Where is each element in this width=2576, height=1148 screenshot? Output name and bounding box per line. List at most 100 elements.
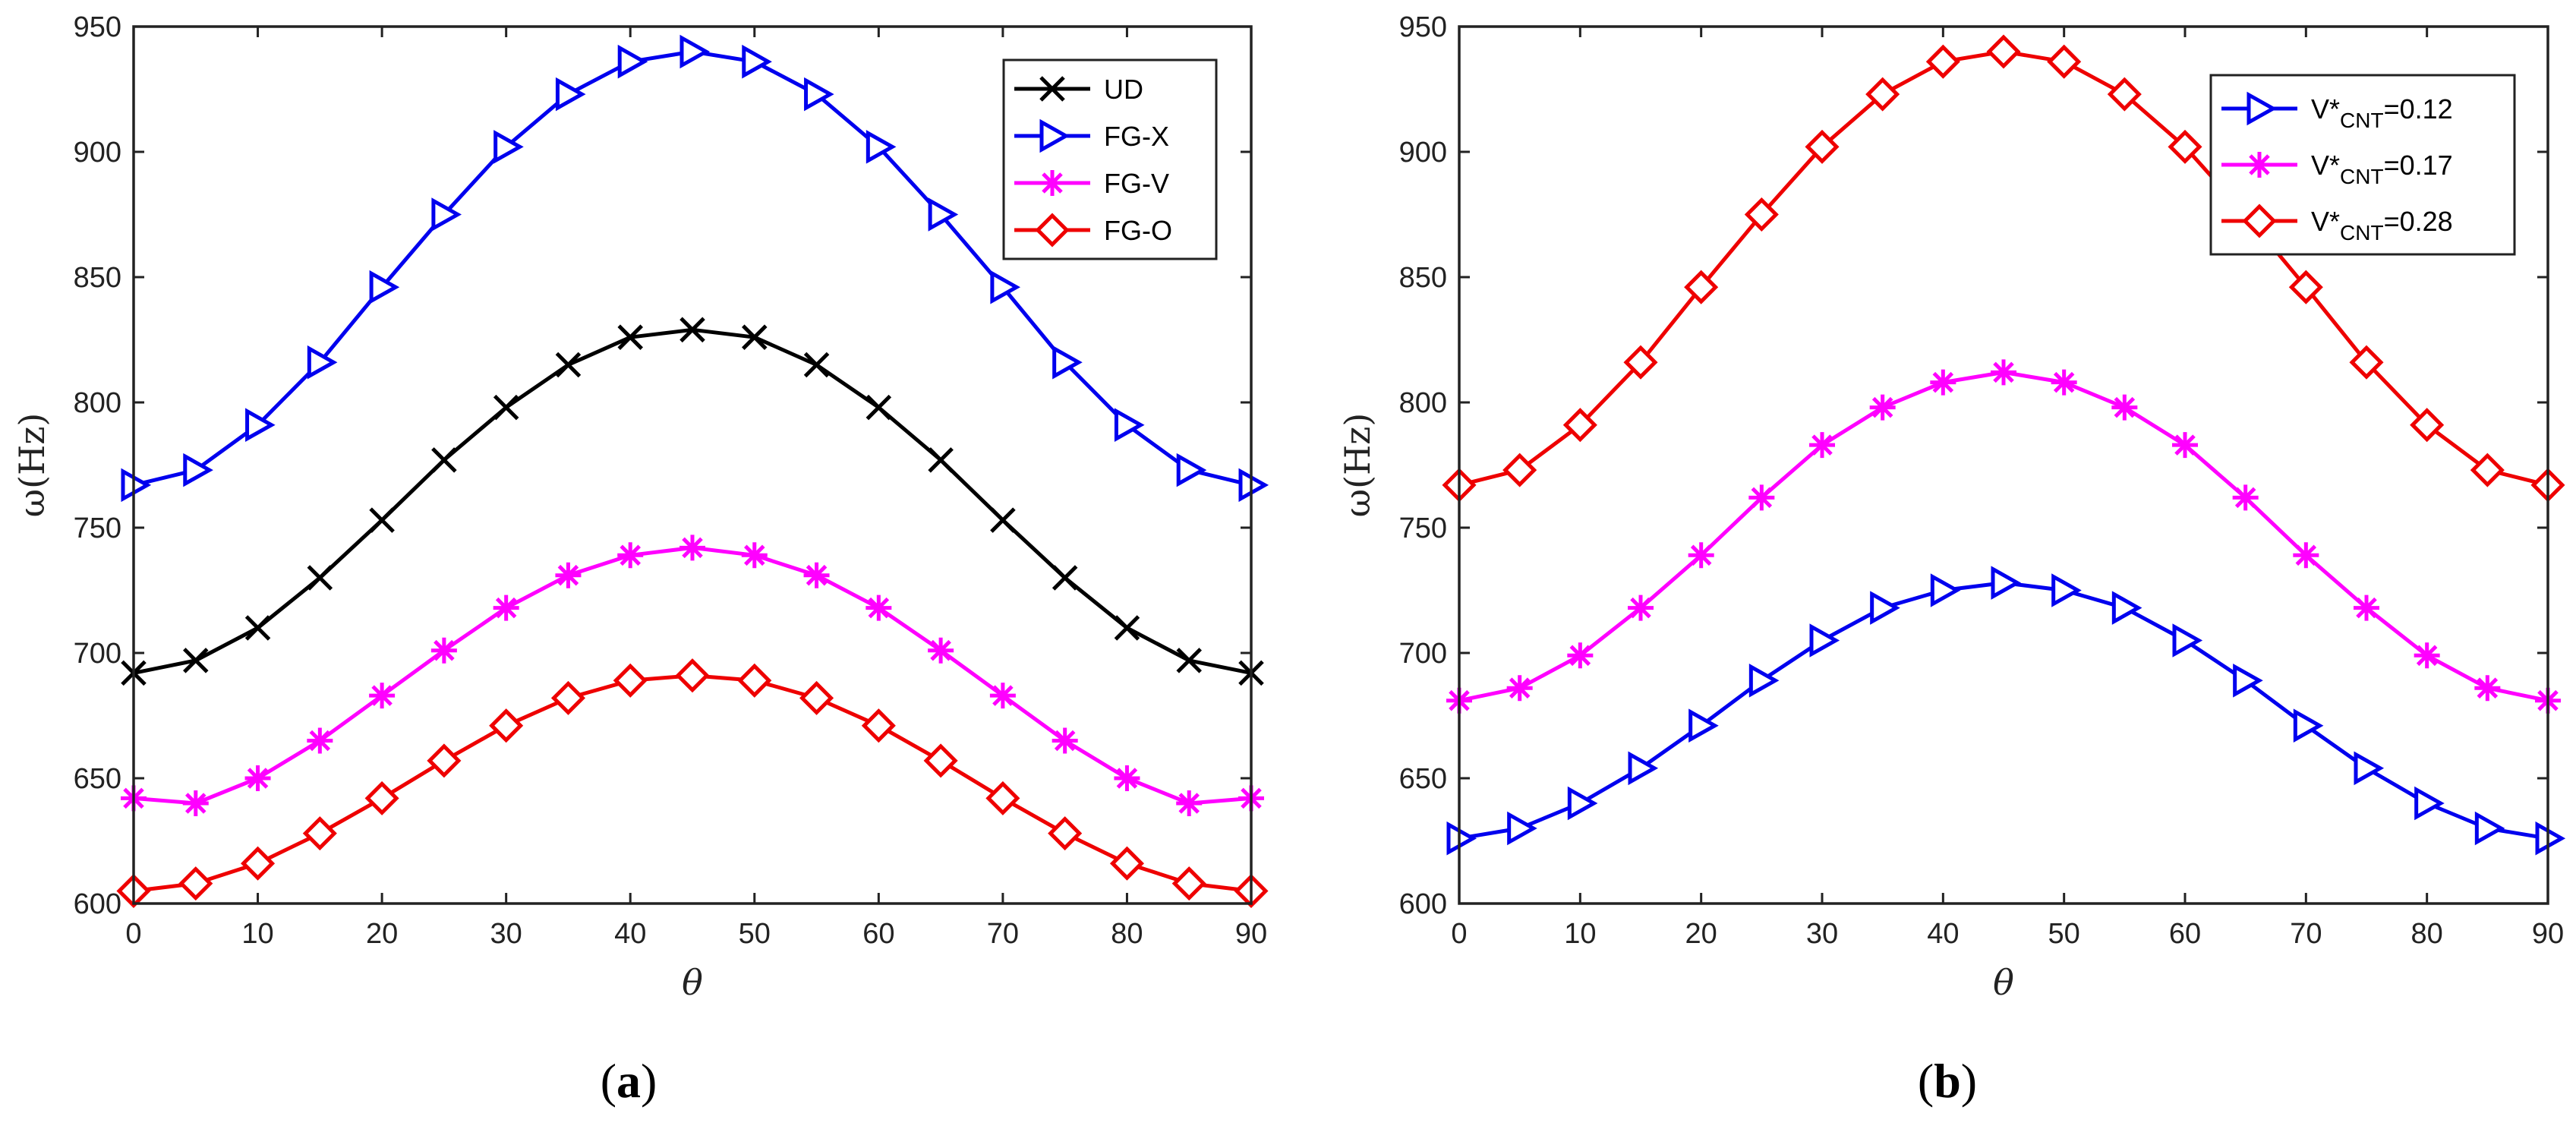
data-point	[244, 615, 271, 641]
data-point	[1109, 846, 1144, 881]
y-tick-label: 700	[1399, 638, 1447, 670]
y-tick-label: 800	[74, 387, 121, 419]
caption-open: (	[601, 1054, 616, 1108]
caption-close: )	[1961, 1054, 1977, 1108]
x-tick-label: 80	[1111, 918, 1143, 950]
data-point	[369, 270, 400, 304]
chart-caption: (b)	[1918, 1054, 1977, 1108]
data-point	[241, 846, 276, 881]
data-point	[861, 708, 896, 743]
data-point	[555, 562, 582, 588]
x-tick-label: 10	[241, 918, 273, 950]
data-point	[2288, 270, 2323, 304]
y-tick-label: 700	[74, 638, 121, 670]
x-tick-label: 70	[987, 918, 1019, 950]
data-point	[1171, 866, 1206, 901]
data-point	[493, 130, 524, 164]
data-point	[803, 352, 830, 378]
legend-label-tail: =0.28	[2384, 206, 2453, 237]
data-point	[2168, 129, 2202, 164]
legend-entry-2: V*CNT=0.28	[2311, 206, 2453, 244]
data-point	[679, 34, 711, 69]
data-point	[989, 683, 1016, 709]
data-point	[1628, 594, 1654, 621]
data-point	[617, 542, 644, 569]
x-axis-label: θ	[682, 962, 703, 1003]
legend-marker	[1039, 118, 1070, 153]
data-point	[990, 507, 1016, 533]
data-point	[1805, 129, 1840, 164]
legend-entry-2: FG-V	[1104, 168, 1169, 199]
data-point	[2474, 811, 2505, 846]
y-tick-label: 900	[74, 137, 121, 169]
data-point	[364, 781, 399, 815]
data-point	[1925, 44, 1960, 79]
data-point	[1176, 648, 1202, 673]
data-point	[799, 680, 834, 715]
y-axis-label: ω(Hz)	[1337, 413, 1378, 518]
legend-label-tail: =0.12	[2384, 93, 2453, 125]
data-point	[245, 408, 276, 442]
chart-caption: (a)	[601, 1054, 657, 1108]
caption-open: (	[1918, 1054, 1934, 1108]
data-point	[1628, 751, 1659, 786]
data-point	[675, 658, 710, 693]
data-point	[679, 317, 705, 343]
legend-marker	[1035, 213, 1070, 248]
data-point	[865, 594, 892, 621]
data-point	[923, 743, 958, 778]
data-point	[2470, 453, 2505, 487]
data-point	[2414, 786, 2445, 821]
chart-a: 0 10 20 30 40 50 60 70 80 90 600 650 700 750 800 850 900…	[11, 11, 1269, 1108]
caption-letter: a	[616, 1054, 641, 1108]
data-point	[1930, 573, 1961, 607]
data-point	[302, 816, 337, 851]
legend-label-main: V*	[2311, 93, 2340, 125]
data-point	[121, 468, 152, 503]
data-point	[307, 565, 333, 591]
data-point	[182, 790, 209, 816]
x-tick-label: 50	[2048, 918, 2080, 950]
data-point	[178, 866, 213, 901]
data-point	[1506, 675, 1533, 702]
chart-b: 0 10 20 30 40 50 60 70 80 90 600 650 700 750 800 850 900…	[1337, 11, 2566, 1108]
legend-entry-0: V*CNT=0.12	[2311, 93, 2453, 132]
legend-marker	[2242, 203, 2277, 238]
legend-marker	[1039, 170, 1065, 196]
legend-marker	[1039, 76, 1065, 102]
data-point	[2354, 751, 2385, 786]
data-point	[2233, 664, 2263, 698]
data-point	[1562, 408, 1597, 443]
y-tick-label: 950	[1399, 11, 1447, 43]
data-point	[1869, 394, 1896, 421]
y-axis-label: ω(Hz)	[11, 413, 52, 518]
y-tick-label: 650	[1399, 763, 1447, 795]
x-tick-label: 70	[2290, 918, 2322, 950]
x-tick-label: 40	[614, 918, 646, 950]
x-tick-label: 0	[125, 918, 141, 950]
data-point	[1809, 432, 1835, 459]
x-tick-label: 40	[1927, 918, 1959, 950]
data-point	[2232, 484, 2259, 511]
data-point	[742, 324, 768, 350]
data-point	[2172, 623, 2203, 658]
data-point	[1744, 197, 1779, 232]
data-point	[1991, 566, 2022, 600]
data-point	[431, 197, 462, 232]
x-tick-label: 60	[2169, 918, 2201, 950]
x-tick-label: 20	[366, 918, 398, 950]
legend-label-sub: CNT	[2340, 109, 2384, 132]
x-axis-label: θ	[1993, 962, 2014, 1003]
data-point	[369, 683, 396, 709]
y-tick-label: 650	[74, 763, 121, 795]
data-point	[1507, 811, 1537, 846]
data-point	[307, 345, 338, 380]
data-point	[1114, 408, 1145, 442]
x-tick-label: 90	[1235, 918, 1267, 950]
data-point	[1986, 34, 2021, 69]
y-tick-label: 750	[1399, 512, 1447, 544]
legend-label-main: V*	[2311, 150, 2340, 181]
legend-label-sub: CNT	[2340, 221, 2384, 244]
data-point	[865, 394, 892, 421]
